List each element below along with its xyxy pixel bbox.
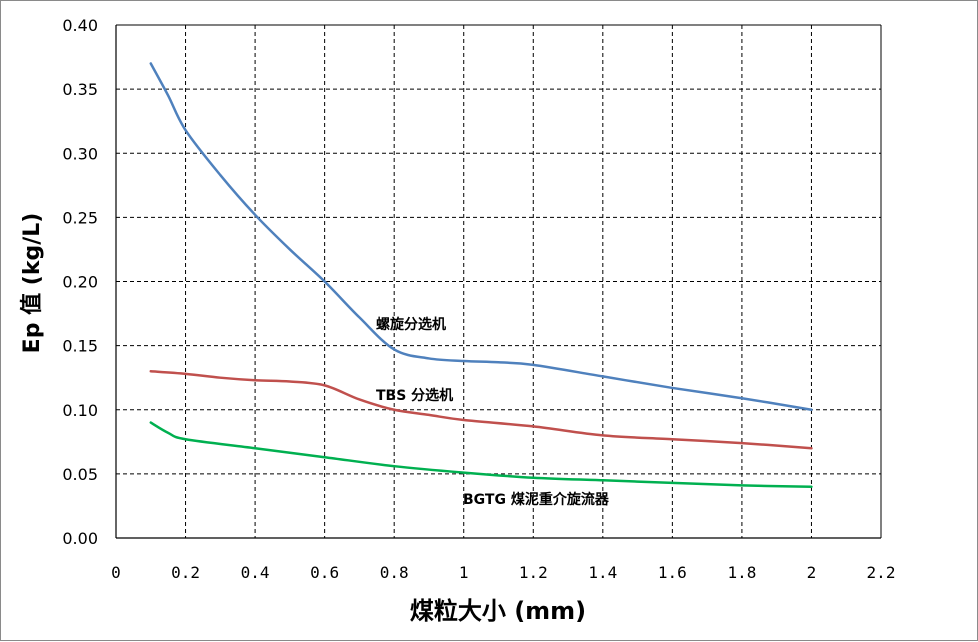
- x-tick-label: 0.4: [241, 563, 270, 582]
- series-line-bgtg: [149, 421, 813, 488]
- series-line-spiral: [149, 62, 813, 411]
- series-label: BGTG 煤泥重介旋流器: [463, 491, 610, 508]
- grid: [116, 24, 881, 538]
- series-line-tbs: [149, 370, 813, 450]
- x-tick-label: 0.8: [380, 563, 409, 582]
- y-tick-label: 0.05: [62, 465, 98, 484]
- x-tick-labels: 0 0.2 0.4 0.6 0.8 1 1.2 1.4 1.6 1.8 2 2.2: [111, 563, 895, 582]
- y-tick-label: 0.35: [62, 80, 98, 99]
- x-tick-label: 1.4: [588, 563, 617, 582]
- y-tick-label: 0.25: [62, 208, 98, 227]
- y-tick-label: 0.30: [62, 144, 98, 163]
- x-tick-label: 0.6: [310, 563, 339, 582]
- x-tick-label: 1.8: [727, 563, 756, 582]
- y-tick-labels: 0.00 0.05 0.10 0.15 0.20 0.25 0.30 0.35 0.40: [62, 16, 98, 548]
- x-tick-label: 1.6: [658, 563, 687, 582]
- y-tick-label: 0.15: [62, 337, 98, 356]
- y-tick-label: 0.20: [62, 273, 98, 292]
- x-tick-label: 2.2: [867, 563, 896, 582]
- y-tick-label: 0.40: [62, 16, 98, 35]
- series-lines: [149, 62, 813, 488]
- x-tick-label: 0.2: [171, 563, 200, 582]
- y-axis-title: Ep 值 (kg/L): [19, 213, 45, 354]
- x-tick-label: 2: [807, 563, 817, 582]
- y-tick-label: 0.00: [62, 529, 98, 548]
- axes: [115, 24, 882, 539]
- x-tick-label: 1: [459, 563, 469, 582]
- x-axis-title: 煤粒大小 (mm): [410, 597, 586, 625]
- x-tick-label: 1.2: [519, 563, 548, 582]
- y-tick-label: 0.10: [62, 401, 98, 420]
- series-label: 螺旋分选机: [376, 316, 446, 333]
- x-tick-label: 0: [111, 563, 121, 582]
- series-label: TBS 分选机: [376, 387, 453, 404]
- series-labels: 螺旋分选机 TBS 分选机 BGTG 煤泥重介旋流器: [376, 316, 610, 508]
